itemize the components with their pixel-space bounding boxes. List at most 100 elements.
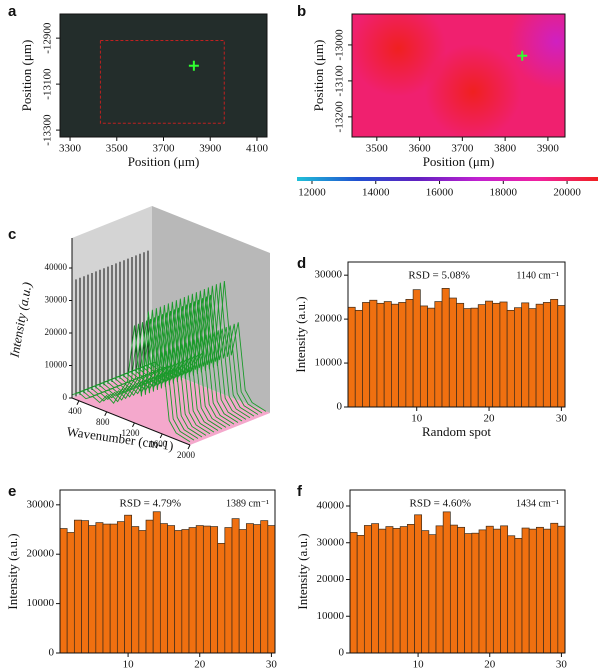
y-tick-label: 20000 bbox=[315, 313, 343, 325]
bar bbox=[347, 306, 356, 408]
spectrum bbox=[91, 303, 211, 435]
bar bbox=[463, 308, 472, 408]
y-tick-label: -13100 bbox=[334, 65, 346, 97]
bar bbox=[507, 535, 516, 654]
bar bbox=[399, 526, 408, 654]
colorbar-tick-label: 12000 bbox=[298, 187, 326, 199]
x-tick-label: 4100 bbox=[246, 143, 269, 155]
spectrum bbox=[103, 298, 223, 430]
bar bbox=[362, 302, 371, 408]
y-axis-label: Intensity (a.u.) bbox=[6, 281, 34, 360]
x-tick bbox=[159, 433, 163, 439]
spectrum bbox=[79, 308, 199, 439]
bar bbox=[349, 532, 358, 654]
y-axis-label: Position (μm) bbox=[311, 40, 326, 112]
bar bbox=[188, 527, 197, 654]
bar bbox=[535, 526, 544, 654]
hot-spot bbox=[508, 14, 565, 90]
colorbar bbox=[297, 177, 598, 181]
annotation: 1140 cm⁻¹ bbox=[516, 270, 559, 281]
bar bbox=[202, 525, 211, 654]
x-tick-label: 20 bbox=[194, 659, 206, 670]
bar bbox=[73, 519, 82, 654]
bar bbox=[477, 304, 486, 408]
bar bbox=[210, 526, 219, 654]
y-tick-label: 10000 bbox=[315, 357, 343, 369]
bar bbox=[181, 529, 190, 654]
x-tick-label: 400 bbox=[68, 406, 82, 416]
spectrum bbox=[71, 311, 191, 443]
annotation: RSD = 5.08% bbox=[408, 270, 470, 282]
spectrum bbox=[83, 306, 203, 438]
spectrum bbox=[87, 304, 207, 436]
bar bbox=[528, 308, 537, 408]
bar bbox=[145, 519, 154, 654]
bar bbox=[406, 524, 415, 654]
bar bbox=[492, 302, 501, 408]
bar bbox=[363, 525, 372, 654]
spectrum bbox=[95, 301, 215, 433]
bar bbox=[385, 526, 394, 654]
bar bbox=[456, 302, 465, 408]
bar bbox=[167, 525, 176, 654]
bar bbox=[550, 522, 559, 654]
bar bbox=[66, 532, 75, 654]
y-tick-label: 40000 bbox=[317, 500, 345, 512]
heatmap bbox=[352, 14, 565, 137]
bar bbox=[421, 530, 430, 654]
bar bbox=[528, 528, 537, 654]
x-tick-label: 2000 bbox=[177, 450, 196, 460]
bar bbox=[231, 518, 240, 654]
y-tick-label: 30000 bbox=[45, 295, 68, 305]
bar bbox=[492, 528, 501, 654]
y-tick-label: -13100 bbox=[42, 68, 54, 100]
bar bbox=[478, 529, 487, 654]
bar bbox=[542, 302, 551, 408]
bar bbox=[392, 528, 401, 654]
bar bbox=[500, 525, 509, 654]
x-tick bbox=[187, 444, 191, 450]
bar bbox=[535, 303, 544, 408]
plot-frame bbox=[59, 489, 276, 654]
spectrum bbox=[107, 296, 227, 428]
hot-spot bbox=[352, 14, 447, 97]
hot-spot bbox=[425, 43, 522, 137]
bar bbox=[159, 523, 168, 654]
marker bbox=[517, 50, 528, 61]
bar bbox=[543, 528, 552, 654]
bar bbox=[109, 523, 118, 654]
x-tick-label: 10 bbox=[123, 659, 135, 670]
plot-frame bbox=[59, 13, 268, 138]
bar bbox=[95, 522, 104, 654]
bar bbox=[506, 309, 515, 408]
bar bbox=[412, 289, 421, 408]
y-tick-label: 0 bbox=[63, 392, 68, 402]
annotation: RSD = 4.79% bbox=[120, 498, 182, 510]
y-axis-label: Position (μm) bbox=[19, 40, 34, 112]
plot-frame bbox=[351, 13, 566, 138]
bar bbox=[441, 288, 450, 408]
x-tick-label: 3900 bbox=[199, 143, 222, 155]
x-tick-label: 30 bbox=[556, 413, 568, 425]
bar bbox=[457, 526, 466, 654]
bar bbox=[369, 299, 378, 408]
y-axis-label: Intensity (a.u.) bbox=[295, 533, 310, 609]
bar bbox=[102, 523, 111, 654]
bar bbox=[405, 298, 414, 408]
x-tick-label: 3800 bbox=[494, 143, 517, 155]
bar bbox=[557, 305, 566, 408]
bar bbox=[378, 528, 387, 654]
bar bbox=[131, 526, 140, 654]
marker bbox=[188, 60, 199, 71]
bar bbox=[485, 525, 494, 654]
bar bbox=[414, 514, 423, 654]
panel-label: f bbox=[297, 483, 303, 500]
spectrum bbox=[99, 300, 219, 431]
x-tick-label: 3700 bbox=[451, 143, 474, 155]
y-tick-label: 20000 bbox=[317, 573, 345, 585]
annotation: 1389 cm⁻¹ bbox=[226, 498, 269, 509]
bar bbox=[260, 520, 269, 654]
y-tick-label: 20000 bbox=[27, 548, 55, 560]
x-tick-label: 3300 bbox=[59, 143, 82, 155]
